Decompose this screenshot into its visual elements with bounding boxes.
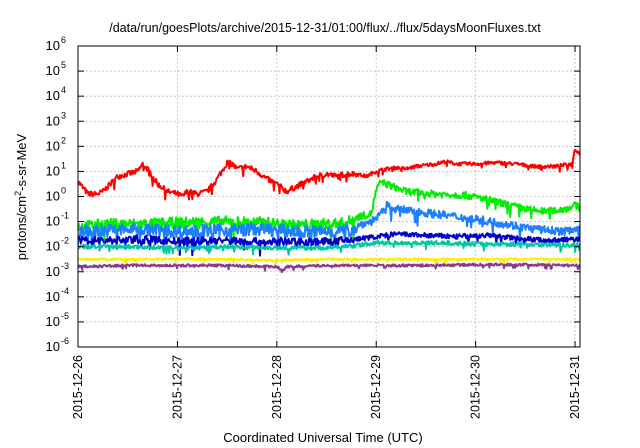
x-tick-label: 2015-12-29 — [369, 355, 383, 419]
chart-title: /data/run/goesPlots/archive/2015-12-31/0… — [109, 21, 541, 35]
y-tick-label: 10 — [46, 38, 60, 53]
flux-series-5 — [78, 239, 580, 256]
y-tick-label: 10 — [46, 63, 60, 78]
flux-series-6 — [78, 257, 580, 265]
x-tick-label: 2015-12-28 — [270, 355, 284, 419]
y-axis-label-sup: 2 — [13, 191, 23, 196]
series-layer — [78, 148, 580, 273]
flux-series-2 — [78, 178, 580, 244]
plot-frame — [77, 45, 581, 348]
y-axis-label: protons/cm2-s-sr-MeV — [13, 133, 29, 260]
y-tick-label: 10 — [46, 88, 60, 103]
x-tick-label: 2015-12-26 — [71, 355, 85, 419]
y-tick-exponent: 6 — [61, 35, 66, 45]
y-tick-label: 10 — [46, 163, 60, 178]
y-tick-label: 10 — [46, 314, 60, 329]
y-tick-label: 10 — [46, 264, 60, 279]
y-tick-exponent: -3 — [61, 261, 69, 271]
flux-series-3 — [78, 200, 580, 253]
flux-series-1 — [78, 148, 580, 201]
y-axis-label-rest: -s-sr-MeV — [14, 133, 29, 190]
y-tick-exponent: 2 — [61, 135, 66, 145]
x-tick-label: 2015-12-27 — [170, 355, 184, 419]
x-axis-label: Coordinated Universal Time (UTC) — [223, 430, 422, 445]
tick-labels: 10 -610 -510 -410 -310 -210 -110 010 110 210 310 41… — [46, 35, 582, 419]
y-tick-exponent: 5 — [61, 60, 66, 70]
y-tick-exponent: 4 — [61, 85, 66, 95]
y-tick-exponent: 0 — [61, 186, 66, 196]
x-tick-label: 2015-12-31 — [568, 355, 582, 419]
y-tick-label: 10 — [46, 189, 60, 204]
y-tick-exponent: -5 — [61, 311, 69, 321]
y-tick-label: 10 — [46, 239, 60, 254]
y-tick-exponent: -6 — [61, 336, 69, 346]
y-tick-exponent: -2 — [61, 236, 69, 246]
y-tick-exponent: 1 — [61, 160, 66, 170]
y-tick-label: 10 — [46, 339, 60, 354]
flux-series-7 — [78, 262, 580, 273]
y-tick-exponent: 3 — [61, 110, 66, 120]
y-tick-label: 10 — [46, 214, 60, 229]
grid-lines — [78, 46, 580, 347]
x-tick-label: 2015-12-30 — [469, 355, 483, 419]
y-axis-label-base: protons/cm — [14, 196, 29, 260]
axes — [77, 45, 581, 348]
y-tick-exponent: -4 — [61, 286, 69, 296]
y-tick-label: 10 — [46, 289, 60, 304]
y-tick-label: 10 — [46, 113, 60, 128]
y-tick-label: 10 — [46, 138, 60, 153]
y-tick-exponent: -1 — [61, 211, 69, 221]
